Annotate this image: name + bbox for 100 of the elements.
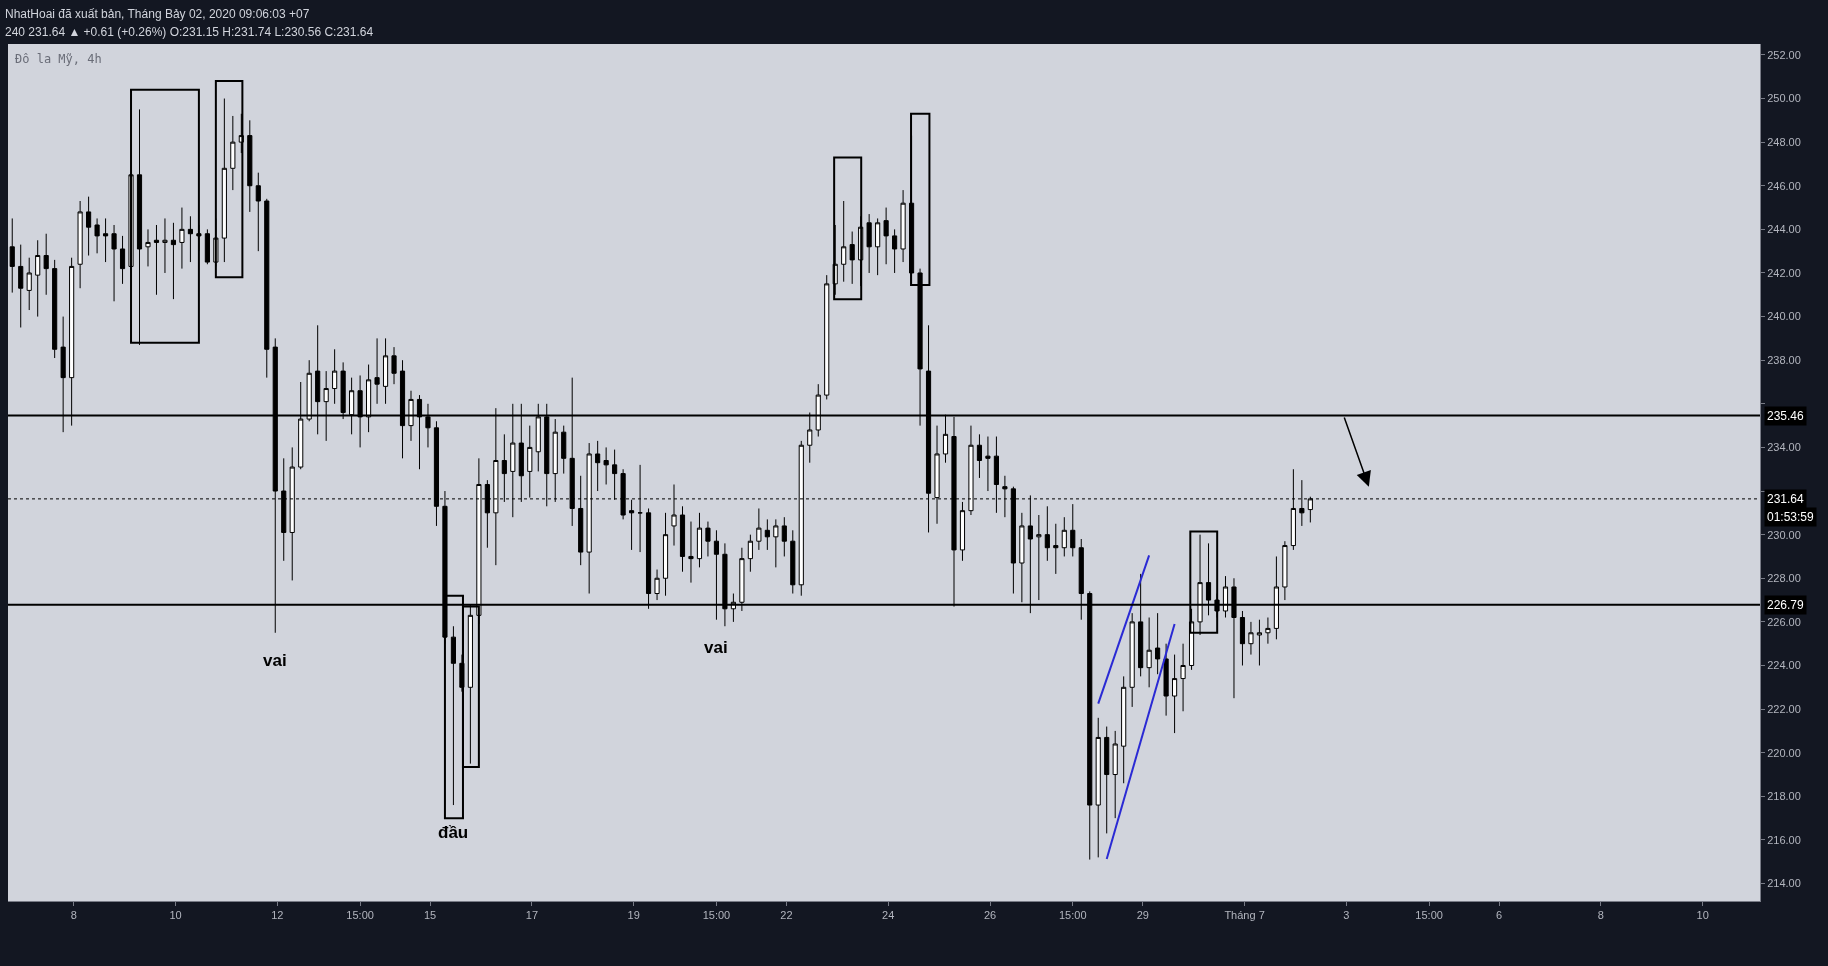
candlestick bbox=[255, 172, 261, 252]
candlestick bbox=[561, 425, 567, 475]
y-tick-label: 228.00 bbox=[1767, 572, 1801, 585]
chart-title: NhatHoai đã xuất bản, Tháng Bảy 02, 2020 09:06:03 +07 bbox=[5, 7, 310, 21]
x-tick-label: 22 bbox=[780, 909, 793, 922]
candlestick bbox=[18, 244, 24, 328]
candlestick bbox=[382, 337, 389, 405]
candlestick bbox=[1121, 675, 1127, 784]
candlestick bbox=[629, 499, 635, 551]
candlestick bbox=[976, 433, 983, 479]
y-tick-label: 238.00 bbox=[1767, 354, 1801, 367]
x-tick-label: 17 bbox=[525, 909, 539, 922]
candlestick bbox=[1155, 612, 1161, 675]
candlestick bbox=[230, 115, 236, 191]
candlestick bbox=[1129, 612, 1135, 708]
x-tick-label: 24 bbox=[882, 909, 895, 922]
x-tick-label: Tháng 7 bbox=[1224, 909, 1265, 922]
x-tick-label: 10 bbox=[1696, 909, 1709, 922]
annotation: vai bbox=[263, 651, 287, 670]
candlestick bbox=[1095, 717, 1101, 858]
y-tick-label: 226.00 bbox=[1767, 615, 1801, 628]
y-tick-label: 252.00 bbox=[1767, 48, 1801, 61]
candlestick bbox=[1044, 505, 1050, 562]
candlestick bbox=[1172, 654, 1178, 734]
candlestick bbox=[824, 274, 830, 400]
candlestick bbox=[527, 425, 533, 499]
x-tick-label: 3 bbox=[1343, 909, 1350, 922]
candlestick bbox=[1053, 523, 1059, 575]
y-tick-label: 220.00 bbox=[1767, 746, 1801, 759]
candlestick bbox=[450, 625, 456, 806]
candlestick bbox=[102, 217, 109, 263]
candlestick bbox=[1146, 617, 1152, 688]
candlestick bbox=[849, 231, 855, 285]
x-tick-label: 19 bbox=[627, 909, 640, 922]
candlestick bbox=[1112, 730, 1118, 819]
candlestick bbox=[595, 440, 601, 492]
x-tick-label: 10 bbox=[169, 909, 182, 922]
x-tick-label: 15:00 bbox=[702, 909, 731, 922]
candlestick bbox=[696, 512, 703, 568]
candlestick bbox=[900, 189, 906, 263]
candlestick bbox=[688, 521, 694, 584]
y-tick-label: 240.00 bbox=[1767, 310, 1801, 323]
y-tick-label: 216.00 bbox=[1767, 833, 1801, 846]
x-tick-label: 26 bbox=[983, 909, 997, 922]
candlestick bbox=[145, 228, 151, 267]
y-tick-label: 248.00 bbox=[1767, 135, 1801, 148]
candlestick bbox=[52, 259, 58, 359]
candlestick bbox=[756, 507, 762, 551]
candlestick bbox=[35, 239, 41, 318]
x-tick-label: 6 bbox=[1496, 909, 1503, 922]
x-tick-label: 15:00 bbox=[1059, 909, 1087, 922]
candlestick bbox=[705, 521, 711, 557]
x-tick-label: 15 bbox=[423, 909, 437, 922]
ref-line-label: 235.46 bbox=[1767, 409, 1805, 423]
x-tick-label: 15:00 bbox=[346, 909, 374, 922]
candlestick bbox=[1104, 726, 1110, 834]
candlestick bbox=[959, 501, 966, 562]
candlestick bbox=[221, 98, 227, 263]
text: 01:53:59 bbox=[1767, 510, 1815, 524]
candlestick bbox=[391, 346, 397, 385]
y-tick-label: 218.00 bbox=[1767, 790, 1801, 803]
x-tick-label: 15:00 bbox=[1415, 909, 1443, 922]
x-tick-label: 8 bbox=[70, 909, 77, 922]
candlestick bbox=[790, 529, 796, 595]
candlestick bbox=[603, 446, 609, 485]
candlestick bbox=[892, 228, 898, 274]
candlestick bbox=[1070, 503, 1076, 557]
candlestick bbox=[1019, 512, 1025, 603]
candlestick bbox=[179, 207, 185, 270]
candlestick bbox=[747, 534, 753, 573]
candlestick bbox=[1061, 516, 1067, 557]
candlestick bbox=[247, 119, 253, 213]
candlestick bbox=[119, 235, 126, 285]
candlestick bbox=[1239, 610, 1246, 666]
y-tick-label: 246.00 bbox=[1767, 179, 1801, 192]
candlestick bbox=[1036, 514, 1042, 601]
candlestick bbox=[985, 436, 991, 492]
candlestick bbox=[764, 518, 770, 551]
x-tick-label: 12 bbox=[271, 909, 284, 922]
candlestick bbox=[883, 207, 889, 265]
candlestick bbox=[781, 516, 787, 557]
candlestick bbox=[374, 337, 380, 405]
candlestick bbox=[204, 228, 210, 265]
candlestick bbox=[332, 348, 338, 405]
candlestick bbox=[153, 224, 160, 296]
y-tick-label: 222.00 bbox=[1767, 702, 1801, 715]
candlestick bbox=[162, 217, 168, 274]
candlestick bbox=[43, 233, 49, 296]
y-tick-label: 230.00 bbox=[1767, 528, 1801, 541]
candlestick bbox=[170, 222, 177, 300]
ref-line-label: 231.64 bbox=[1767, 492, 1805, 506]
candlestick bbox=[77, 200, 83, 289]
y-tick-label: 214.00 bbox=[1767, 877, 1801, 890]
x-tick-label: 29 bbox=[1136, 909, 1149, 922]
y-tick-label: 250.00 bbox=[1767, 92, 1801, 105]
chart-subtitle: 240 231.64 ▲ +0.61 (+0.26%) O:231.15 H:231.74 L:230.56 C:231.64 bbox=[5, 25, 374, 39]
candlestick bbox=[1256, 619, 1263, 666]
candlestick bbox=[1248, 621, 1254, 656]
candlestick bbox=[26, 257, 32, 311]
y-tick-label: 242.00 bbox=[1767, 266, 1801, 279]
